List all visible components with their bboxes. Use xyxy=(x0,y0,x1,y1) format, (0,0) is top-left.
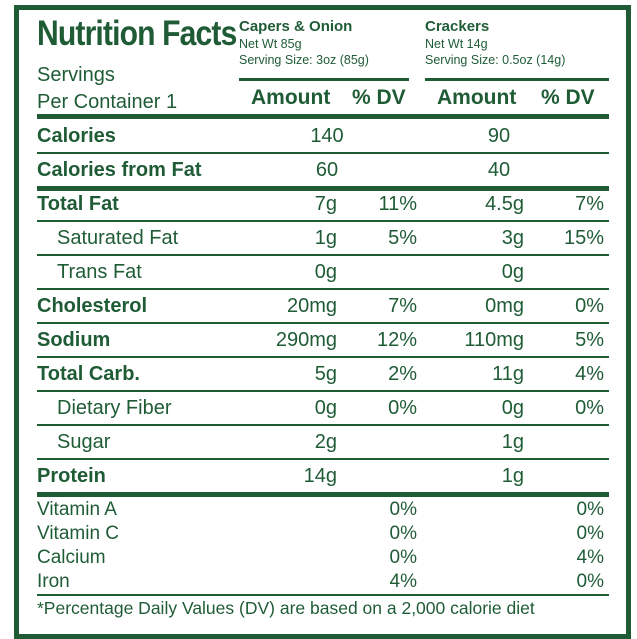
vitamin-name: Vitamin C xyxy=(37,523,120,544)
product-1-dv: 2% xyxy=(388,363,417,385)
product-1-net-wt: Net Wt 85g xyxy=(239,37,302,51)
footnote: *Percentage Daily Values (DV) are based … xyxy=(37,598,535,618)
product-1-header: Capers & Onion Net Wt 85g Serving Size: … xyxy=(239,18,369,68)
product-2-header: Crackers Net Wt 14g Serving Size: 0.5oz … xyxy=(425,18,565,68)
product-1-dv: 7% xyxy=(388,295,417,317)
row-divider xyxy=(37,152,609,154)
product-1-vitamin-dv: 0% xyxy=(389,499,417,520)
amount-header-2: Amount xyxy=(437,86,517,109)
row-divider xyxy=(37,424,609,426)
product-2-amount: 3g xyxy=(501,227,524,249)
nutrient-name: Saturated Fat xyxy=(57,227,179,249)
vitamin-name: Calcium xyxy=(37,547,106,568)
product-1-name: Capers & Onion xyxy=(239,18,353,35)
product-1-amount: 0g xyxy=(314,261,337,283)
dv-header-1: % DV xyxy=(352,86,406,109)
product-1-amount: 290mg xyxy=(275,329,337,351)
product-1-amount: 20mg xyxy=(286,295,337,317)
row-divider xyxy=(37,288,609,290)
dv-header-2: % DV xyxy=(541,86,595,109)
nutrient-name: Trans Fat xyxy=(57,261,142,283)
product-2-net-wt: Net Wt 14g xyxy=(425,37,488,51)
product-2-vitamin-dv: 0% xyxy=(576,571,604,592)
product-1-amount: 7g xyxy=(314,193,337,215)
product-1-dv: 11% xyxy=(378,193,417,215)
product-1-header-rule xyxy=(239,78,409,81)
product-1-amount: 5g xyxy=(314,363,337,385)
servings-line-2: Per Container 1 xyxy=(37,91,178,113)
nutrient-name: Dietary Fiber xyxy=(57,397,172,419)
row-divider xyxy=(37,390,609,392)
product-2-vitamin-dv: 0% xyxy=(576,499,604,520)
product-2-amount: 0mg xyxy=(485,295,524,317)
servings-per-container: Servings Per Container 1 xyxy=(37,62,177,116)
product-2-amount: 4.5g xyxy=(485,193,524,215)
product-1-vitamin-dv: 0% xyxy=(389,547,417,568)
product-2-name: Crackers xyxy=(425,18,490,35)
label-title: Nutrition Facts xyxy=(37,14,237,53)
product-1-dv: 5% xyxy=(388,227,417,249)
product-1-amount: 1g xyxy=(314,227,337,249)
product-2-dv: 15% xyxy=(563,227,604,249)
row-divider xyxy=(37,322,609,324)
product-2-amount: 0g xyxy=(501,397,524,419)
nutrient-name: Sodium xyxy=(37,329,111,351)
product-2-amount: 110mg xyxy=(464,329,524,351)
nutrition-label: Nutrition Facts Servings Per Container 1… xyxy=(14,5,631,639)
product-1-vitamin-dv: 0% xyxy=(389,523,417,544)
row-divider xyxy=(37,186,609,191)
product-1-amount: 60 xyxy=(315,159,339,181)
product-1-serving-size: Serving Size: 3oz (85g) xyxy=(239,53,369,67)
product-1-amount: 2g xyxy=(314,431,337,453)
product-2-vitamin-dv: 0% xyxy=(576,523,604,544)
product-2-dv: 0% xyxy=(575,295,604,317)
product-1-amount: 14g xyxy=(303,465,337,487)
product-2-dv: 5% xyxy=(575,329,604,351)
row-divider xyxy=(37,492,609,497)
vitamin-name: Iron xyxy=(37,571,70,592)
product-1-amount: 0g xyxy=(314,397,337,419)
amount-header-1: Amount xyxy=(251,86,331,109)
product-2-amount: 1g xyxy=(501,431,524,453)
servings-line-1: Servings xyxy=(37,64,115,86)
row-divider xyxy=(37,254,609,256)
product-2-serving-size: Serving Size: 0.5oz (14g) xyxy=(425,53,566,67)
product-1-amount: 140 xyxy=(310,125,344,147)
product-2-amount: 1g xyxy=(501,465,524,487)
nutrient-name: Calories from Fat xyxy=(37,159,202,181)
product-2-amount: 40 xyxy=(487,159,511,181)
nutrient-name: Cholesterol xyxy=(37,295,148,317)
nutrient-name: Sugar xyxy=(57,431,111,453)
vitamin-name: Vitamin A xyxy=(37,499,117,520)
row-divider xyxy=(37,220,609,222)
row-divider xyxy=(37,356,609,358)
product-2-header-rule xyxy=(425,78,609,81)
product-2-amount: 90 xyxy=(487,125,511,147)
product-2-dv: 7% xyxy=(575,193,604,215)
product-2-dv: 4% xyxy=(575,363,604,385)
product-2-dv: 0% xyxy=(575,397,604,419)
product-2-amount: 11g xyxy=(492,363,524,385)
product-2-amount: 0g xyxy=(501,261,524,283)
nutrient-name: Total Carb. xyxy=(37,363,140,385)
product-1-dv: 12% xyxy=(376,329,417,351)
product-2-vitamin-dv: 4% xyxy=(576,547,604,568)
header-divider xyxy=(37,114,609,119)
footnote-divider xyxy=(37,594,609,596)
row-divider xyxy=(37,458,609,460)
product-1-vitamin-dv: 4% xyxy=(389,571,417,592)
nutrient-name: Calories xyxy=(37,125,116,147)
nutrient-name: Protein xyxy=(37,465,106,487)
nutrient-name: Total Fat xyxy=(37,193,119,215)
product-1-dv: 0% xyxy=(388,397,417,419)
